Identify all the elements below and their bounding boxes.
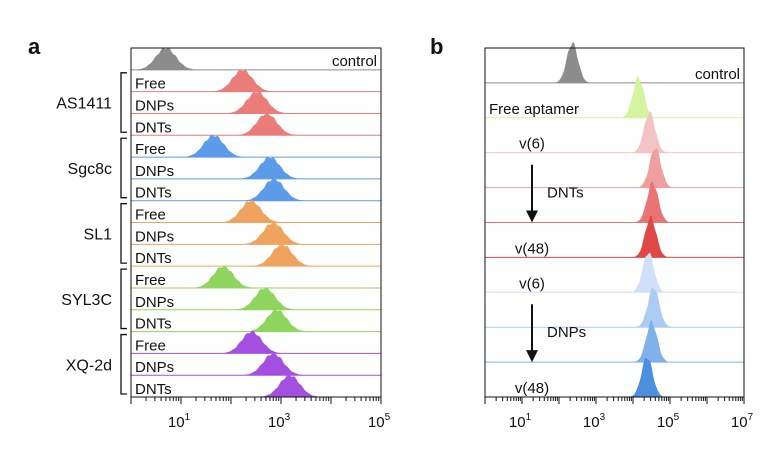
histogram-peak: [191, 265, 256, 288]
track-label: control: [695, 66, 740, 83]
group-label: AS1411: [56, 96, 112, 113]
track-label: DNTs: [135, 381, 172, 398]
x-tick-label: 107: [731, 412, 754, 431]
histogram-peak: [210, 69, 275, 92]
x-tick-label: 101: [509, 412, 532, 431]
group-label: SL1: [84, 226, 113, 243]
track-label: DNPs: [135, 359, 174, 376]
panel-b-histograms: control Free aptamer v(6) v(48) v(6) v(48) 101…: [484, 42, 754, 431]
histogram-peak: [631, 111, 668, 153]
track-label: DNPs: [135, 97, 174, 114]
track-label: Free: [135, 337, 166, 354]
group-bracket: [120, 333, 127, 395]
track-label: Free: [135, 272, 166, 289]
histogram-peak: [219, 330, 284, 354]
arrow-head-icon: [526, 350, 538, 363]
track-label: v(48): [515, 380, 549, 397]
histogram-peak: [181, 134, 246, 158]
x-tick-label: 103: [268, 412, 291, 431]
track-label: Free: [135, 141, 166, 158]
track-label: v(48): [515, 240, 549, 257]
panel-a-histograms: control Free DNPs DNTs Free DNPs DNTs Free DNPs D…: [56, 47, 391, 431]
histogram-peak: [133, 47, 198, 70]
histogram-peak: [554, 42, 591, 83]
track-label: Free aptamer: [489, 101, 579, 118]
group-bracket: [120, 72, 127, 133]
track-label: DNPs: [135, 294, 174, 311]
track-label: Free: [135, 207, 166, 224]
histogram-peak: [224, 91, 289, 114]
histogram-peak: [250, 243, 315, 267]
histogram-peak: [234, 112, 299, 136]
track-label: DNTs: [135, 316, 172, 333]
panel-label-b: b: [430, 34, 443, 59]
histogram-peak: [241, 352, 306, 376]
group-bracket: [120, 203, 127, 264]
x-tick-label: 103: [583, 412, 606, 431]
track-label: control: [332, 53, 377, 70]
track-label: v(6): [519, 275, 545, 292]
histogram-peak: [620, 76, 657, 118]
arrow-head-icon: [526, 210, 538, 223]
series-annotation: DNTs: [547, 185, 584, 202]
x-tick-label: 101: [168, 412, 191, 431]
group-label: SYL3C: [61, 292, 112, 309]
histogram-peak: [257, 374, 322, 397]
histogram-peak: [218, 200, 283, 223]
track-label: v(6): [519, 136, 545, 153]
group-bracket: [120, 137, 127, 199]
plot-frame: [484, 47, 745, 398]
histogram-peak: [241, 177, 306, 201]
histogram-peak: [637, 147, 674, 188]
histogram-peak: [635, 287, 672, 328]
series-annotation: DNPs: [547, 324, 586, 341]
track-label: DNPs: [135, 228, 174, 245]
track-label: DNPs: [135, 163, 174, 180]
track-label: Free: [135, 76, 166, 93]
group-label: XQ-2d: [66, 357, 112, 374]
x-tick-label: 105: [368, 412, 391, 431]
x-tick-label: 105: [657, 412, 680, 431]
group-bracket: [120, 268, 127, 330]
histogram-peak: [241, 221, 306, 245]
panel-label-a: a: [28, 34, 41, 59]
histogram-peak: [237, 156, 302, 179]
histogram-peak: [632, 214, 669, 258]
histogram-peak: [634, 181, 671, 223]
histogram-peak: [633, 320, 670, 363]
histogram-peak: [630, 252, 667, 293]
track-label: DNTs: [135, 119, 172, 136]
histogram-peak: [629, 358, 665, 397]
plot-frame: [130, 47, 382, 398]
track-label: DNTs: [135, 250, 172, 267]
track-label: DNTs: [135, 185, 172, 202]
group-label: Sgc8c: [68, 161, 112, 178]
histogram-peak: [244, 309, 309, 332]
histogram-peak: [233, 287, 298, 310]
